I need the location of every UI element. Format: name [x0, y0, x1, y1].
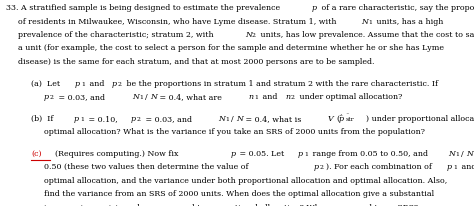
Text: 2: 2 [291, 95, 295, 100]
Text: 1: 1 [453, 165, 457, 170]
Text: 0.50 (these two values then determine the value of: 0.50 (these two values then determine th… [44, 163, 251, 171]
Text: p̂: p̂ [339, 115, 344, 123]
Text: = 0.4, what are: = 0.4, what are [157, 93, 224, 101]
Text: p: p [312, 4, 317, 12]
Text: /: / [231, 115, 234, 123]
Text: be the proportions in stratum 1 and stratum 2 with the rare characteristic. If: be the proportions in stratum 1 and stra… [124, 80, 440, 88]
Text: (: ( [336, 115, 339, 123]
Text: 2: 2 [137, 117, 141, 122]
Text: (b)  If: (b) If [31, 115, 56, 123]
Text: prevalence of the characteristic; stratum 2, with: prevalence of the characteristic; stratu… [18, 31, 216, 39]
Text: 1: 1 [81, 82, 85, 87]
Text: = 0.03, and: = 0.03, and [56, 93, 108, 101]
Text: /: / [145, 93, 147, 101]
Text: p: p [112, 80, 117, 88]
Text: 1: 1 [254, 95, 258, 100]
Text: p: p [298, 150, 303, 158]
Text: 1: 1 [304, 152, 308, 157]
Text: 2: 2 [320, 165, 324, 170]
Text: = 0.03, and: = 0.03, and [143, 115, 194, 123]
Text: range from 0.05 to 0.50, and: range from 0.05 to 0.50, and [310, 150, 430, 158]
Text: range from 0.01 to: range from 0.01 to [473, 150, 474, 158]
Text: = 0.10,: = 0.10, [86, 115, 123, 123]
Text: = 0.4, what is: = 0.4, what is [243, 115, 304, 123]
Text: and: and [87, 80, 107, 88]
Text: p: p [131, 115, 136, 123]
Text: of a rare characteristic, say the proportion: of a rare characteristic, say the propor… [319, 4, 474, 12]
Text: ) under proportional allocation?  Under: ) under proportional allocation? Under [366, 115, 474, 123]
Text: N: N [132, 93, 139, 101]
Text: 1: 1 [225, 117, 229, 122]
Text: (a)  Let: (a) Let [31, 80, 63, 88]
Text: 2: 2 [118, 82, 122, 87]
Text: N: N [245, 31, 252, 39]
Text: N: N [150, 93, 157, 101]
Text: N: N [466, 150, 473, 158]
Text: (c): (c) [31, 150, 42, 158]
Text: p: p [75, 80, 80, 88]
Text: N: N [236, 115, 243, 123]
Text: 33. A stratified sample is being designed to estimate the prevalence: 33. A stratified sample is being designe… [6, 4, 283, 12]
Text: V: V [328, 115, 334, 123]
Text: ). For each combination of: ). For each combination of [326, 163, 434, 171]
Text: and: and [459, 163, 474, 171]
Text: (Requires computing.) Now fix: (Requires computing.) Now fix [55, 150, 181, 158]
Text: 2: 2 [252, 33, 256, 38]
Text: /: / [461, 150, 464, 158]
Text: str: str [346, 117, 355, 122]
Text: 1: 1 [80, 117, 84, 122]
Text: 2: 2 [50, 95, 54, 100]
Text: of residents in Milwaukee, Wisconsin, who have Lyme disease. Stratum 1, with: of residents in Milwaukee, Wisconsin, wh… [18, 18, 339, 26]
Text: and: and [260, 93, 280, 101]
Text: = 0.05. Let: = 0.05. Let [237, 150, 287, 158]
Text: n: n [285, 93, 290, 101]
Text: N: N [448, 150, 455, 158]
Text: optimal allocation? What is the variance if you take an SRS of 2000 units from t: optimal allocation? What is the variance… [44, 128, 425, 136]
Text: optimal allocation, and the variance under both proportional allocation and opti: optimal allocation, and the variance und… [44, 177, 447, 185]
Text: under optimal allocation?: under optimal allocation? [297, 93, 402, 101]
Text: 1: 1 [139, 95, 143, 100]
Text: find the variance from an SRS of 2000 units. When does the optimal allocation gi: find the variance from an SRS of 2000 un… [44, 190, 434, 198]
Text: p: p [231, 150, 236, 158]
Text: p: p [74, 115, 79, 123]
Text: units, has low prevalence. Assume that the cost to sample: units, has low prevalence. Assume that t… [258, 31, 474, 39]
Text: units, has a high: units, has a high [374, 18, 443, 26]
Text: increase in precision when compared to proportional allocation? When compared to: increase in precision when compared to p… [44, 204, 418, 206]
Text: p: p [314, 163, 319, 171]
Text: 1: 1 [455, 152, 459, 157]
Text: N: N [218, 115, 225, 123]
Text: disease) is the same for each stratum, and that at most 2000 persons are to be s: disease) is the same for each stratum, a… [18, 58, 374, 66]
Text: N: N [361, 18, 368, 26]
Text: ~: ~ [346, 113, 350, 117]
Text: n: n [248, 93, 253, 101]
Text: p: p [447, 163, 452, 171]
Text: 1: 1 [368, 20, 372, 25]
Text: p: p [44, 93, 49, 101]
Text: a unit (for example, the cost to select a person for the sample and determine wh: a unit (for example, the cost to select … [18, 44, 444, 53]
